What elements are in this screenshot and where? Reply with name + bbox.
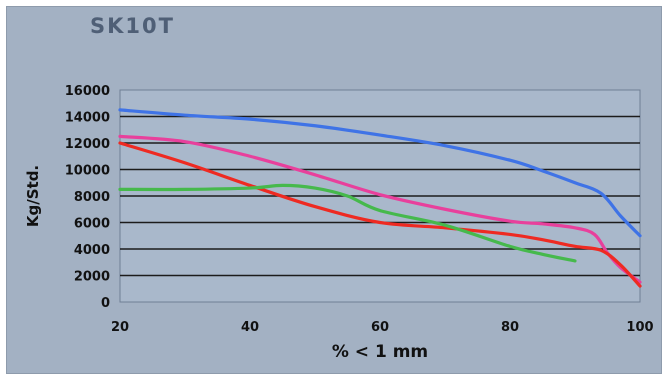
x-tick-label: 100 xyxy=(626,320,653,335)
y-tick-label: 2000 xyxy=(74,270,110,285)
y-tick-label: 12000 xyxy=(65,137,110,152)
x-tick-label: 80 xyxy=(501,320,519,335)
grid-lines xyxy=(120,115,640,277)
series-group xyxy=(118,108,642,288)
y-axis-label: Kg/Std. xyxy=(24,165,42,227)
series-line-4 xyxy=(118,183,577,263)
chart-title: SK10T xyxy=(90,14,175,38)
y-tick-label: 16000 xyxy=(65,84,110,99)
x-axis-label: % < 1 mm xyxy=(332,342,428,362)
y-tick-labels: 0 2000 4000 6000 8000 10000 12000 14000 16000 xyxy=(65,84,110,311)
y-tick-label: 10000 xyxy=(65,164,110,179)
y-tick-label: 0 xyxy=(101,296,110,311)
x-tick-label: 60 xyxy=(371,320,389,335)
x-tick-label: 20 xyxy=(111,320,129,335)
y-tick-label: 6000 xyxy=(74,217,110,232)
series-line-1 xyxy=(118,108,642,238)
y-tick-label: 4000 xyxy=(74,243,110,258)
y-tick-label: 14000 xyxy=(65,111,110,126)
y-tick-label: 8000 xyxy=(74,190,110,205)
x-tick-label: 40 xyxy=(241,320,259,335)
x-tick-labels: 20 40 60 80 100 xyxy=(111,320,654,335)
